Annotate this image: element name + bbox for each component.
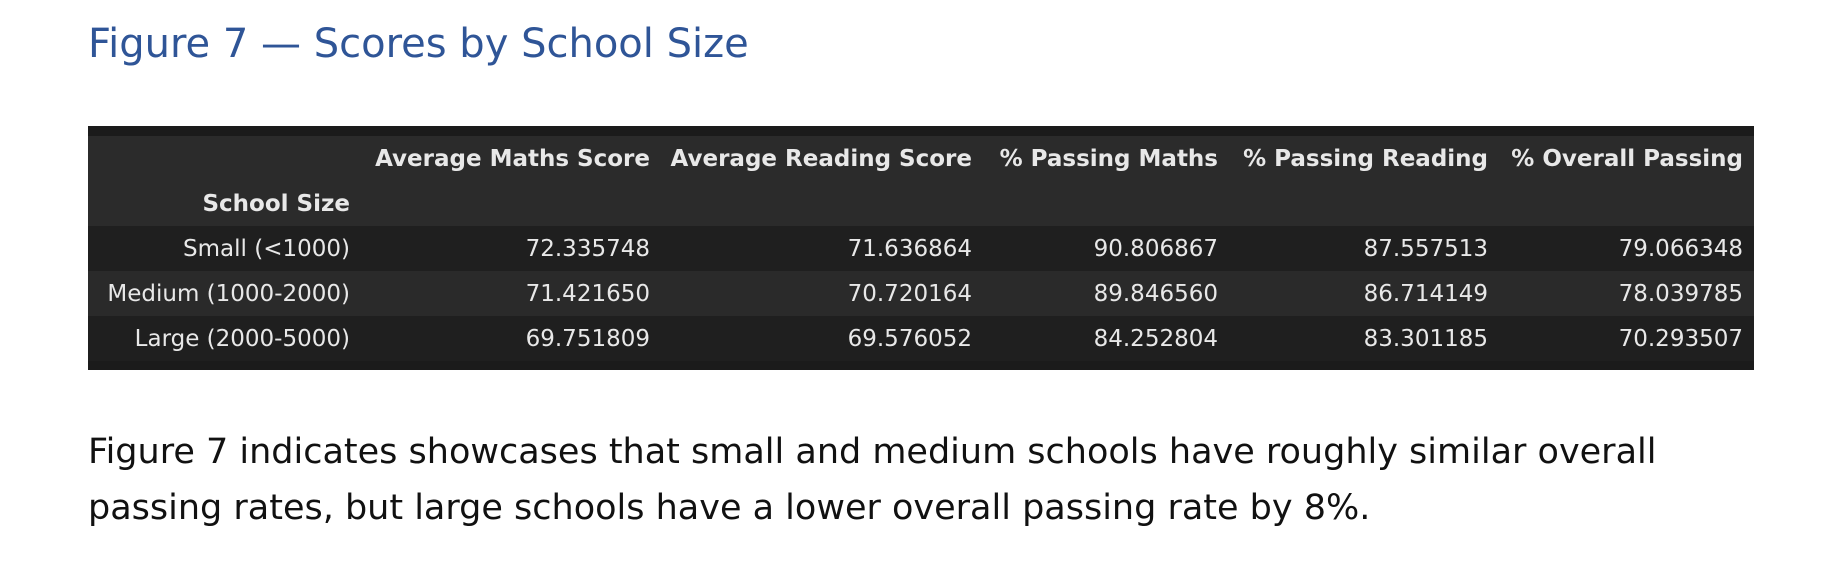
table-row: Medium (1000-2000) 71.421650 70.720164 8… (88, 271, 1754, 316)
row-label: Large (2000-5000) (134, 325, 350, 352)
index-header-blank-cell (361, 181, 661, 226)
table-cell: 70.293507 (1618, 325, 1743, 352)
school-size-table: Average Maths Score Average Reading Scor… (88, 136, 1754, 361)
table-cell: 70.720164 (847, 280, 972, 307)
data-table-container: Average Maths Score Average Reading Scor… (88, 126, 1754, 370)
table-cell: 90.806867 (1093, 235, 1218, 262)
table-cell: 87.557513 (1363, 235, 1488, 262)
row-label: Small (<1000) (183, 235, 350, 262)
index-name-header: School Size (202, 190, 350, 217)
table-cell: 69.751809 (525, 325, 650, 352)
table-cell: 83.301185 (1363, 325, 1488, 352)
table-cell: 78.039785 (1618, 280, 1743, 307)
table-cell: 86.714149 (1363, 280, 1488, 307)
column-header: % Overall Passing (1511, 145, 1743, 172)
row-label: Medium (1000-2000) (107, 280, 350, 307)
table-cell: 79.066348 (1618, 235, 1743, 262)
column-header-row: Average Maths Score Average Reading Scor… (88, 136, 1754, 181)
column-header: % Passing Reading (1243, 145, 1488, 172)
table-cell: 69.576052 (847, 325, 972, 352)
table-row: Small (<1000) 72.335748 71.636864 90.806… (88, 226, 1754, 271)
index-header-row: School Size (88, 181, 1754, 226)
table-cell: 71.421650 (525, 280, 650, 307)
column-header: Average Maths Score (375, 145, 650, 172)
body-paragraph: Figure 7 indicates showcases that small … (88, 432, 1657, 528)
figure-title: Figure 7 — Scores by School Size (88, 21, 749, 67)
table-cell: 72.335748 (525, 235, 650, 262)
table-cell: 89.846560 (1093, 280, 1218, 307)
column-header: Average Reading Score (670, 145, 972, 172)
table-cell: 84.252804 (1093, 325, 1218, 352)
table-cell: 71.636864 (847, 235, 972, 262)
table-row: Large (2000-5000) 69.751809 69.576052 84… (88, 316, 1754, 361)
index-header-blank-cell (1499, 181, 1754, 226)
index-header-blank-cell (661, 181, 983, 226)
header-blank-cell (88, 136, 361, 181)
index-header-blank-cell (1229, 181, 1499, 226)
column-header: % Passing Maths (999, 145, 1218, 172)
index-header-blank-cell (983, 181, 1229, 226)
